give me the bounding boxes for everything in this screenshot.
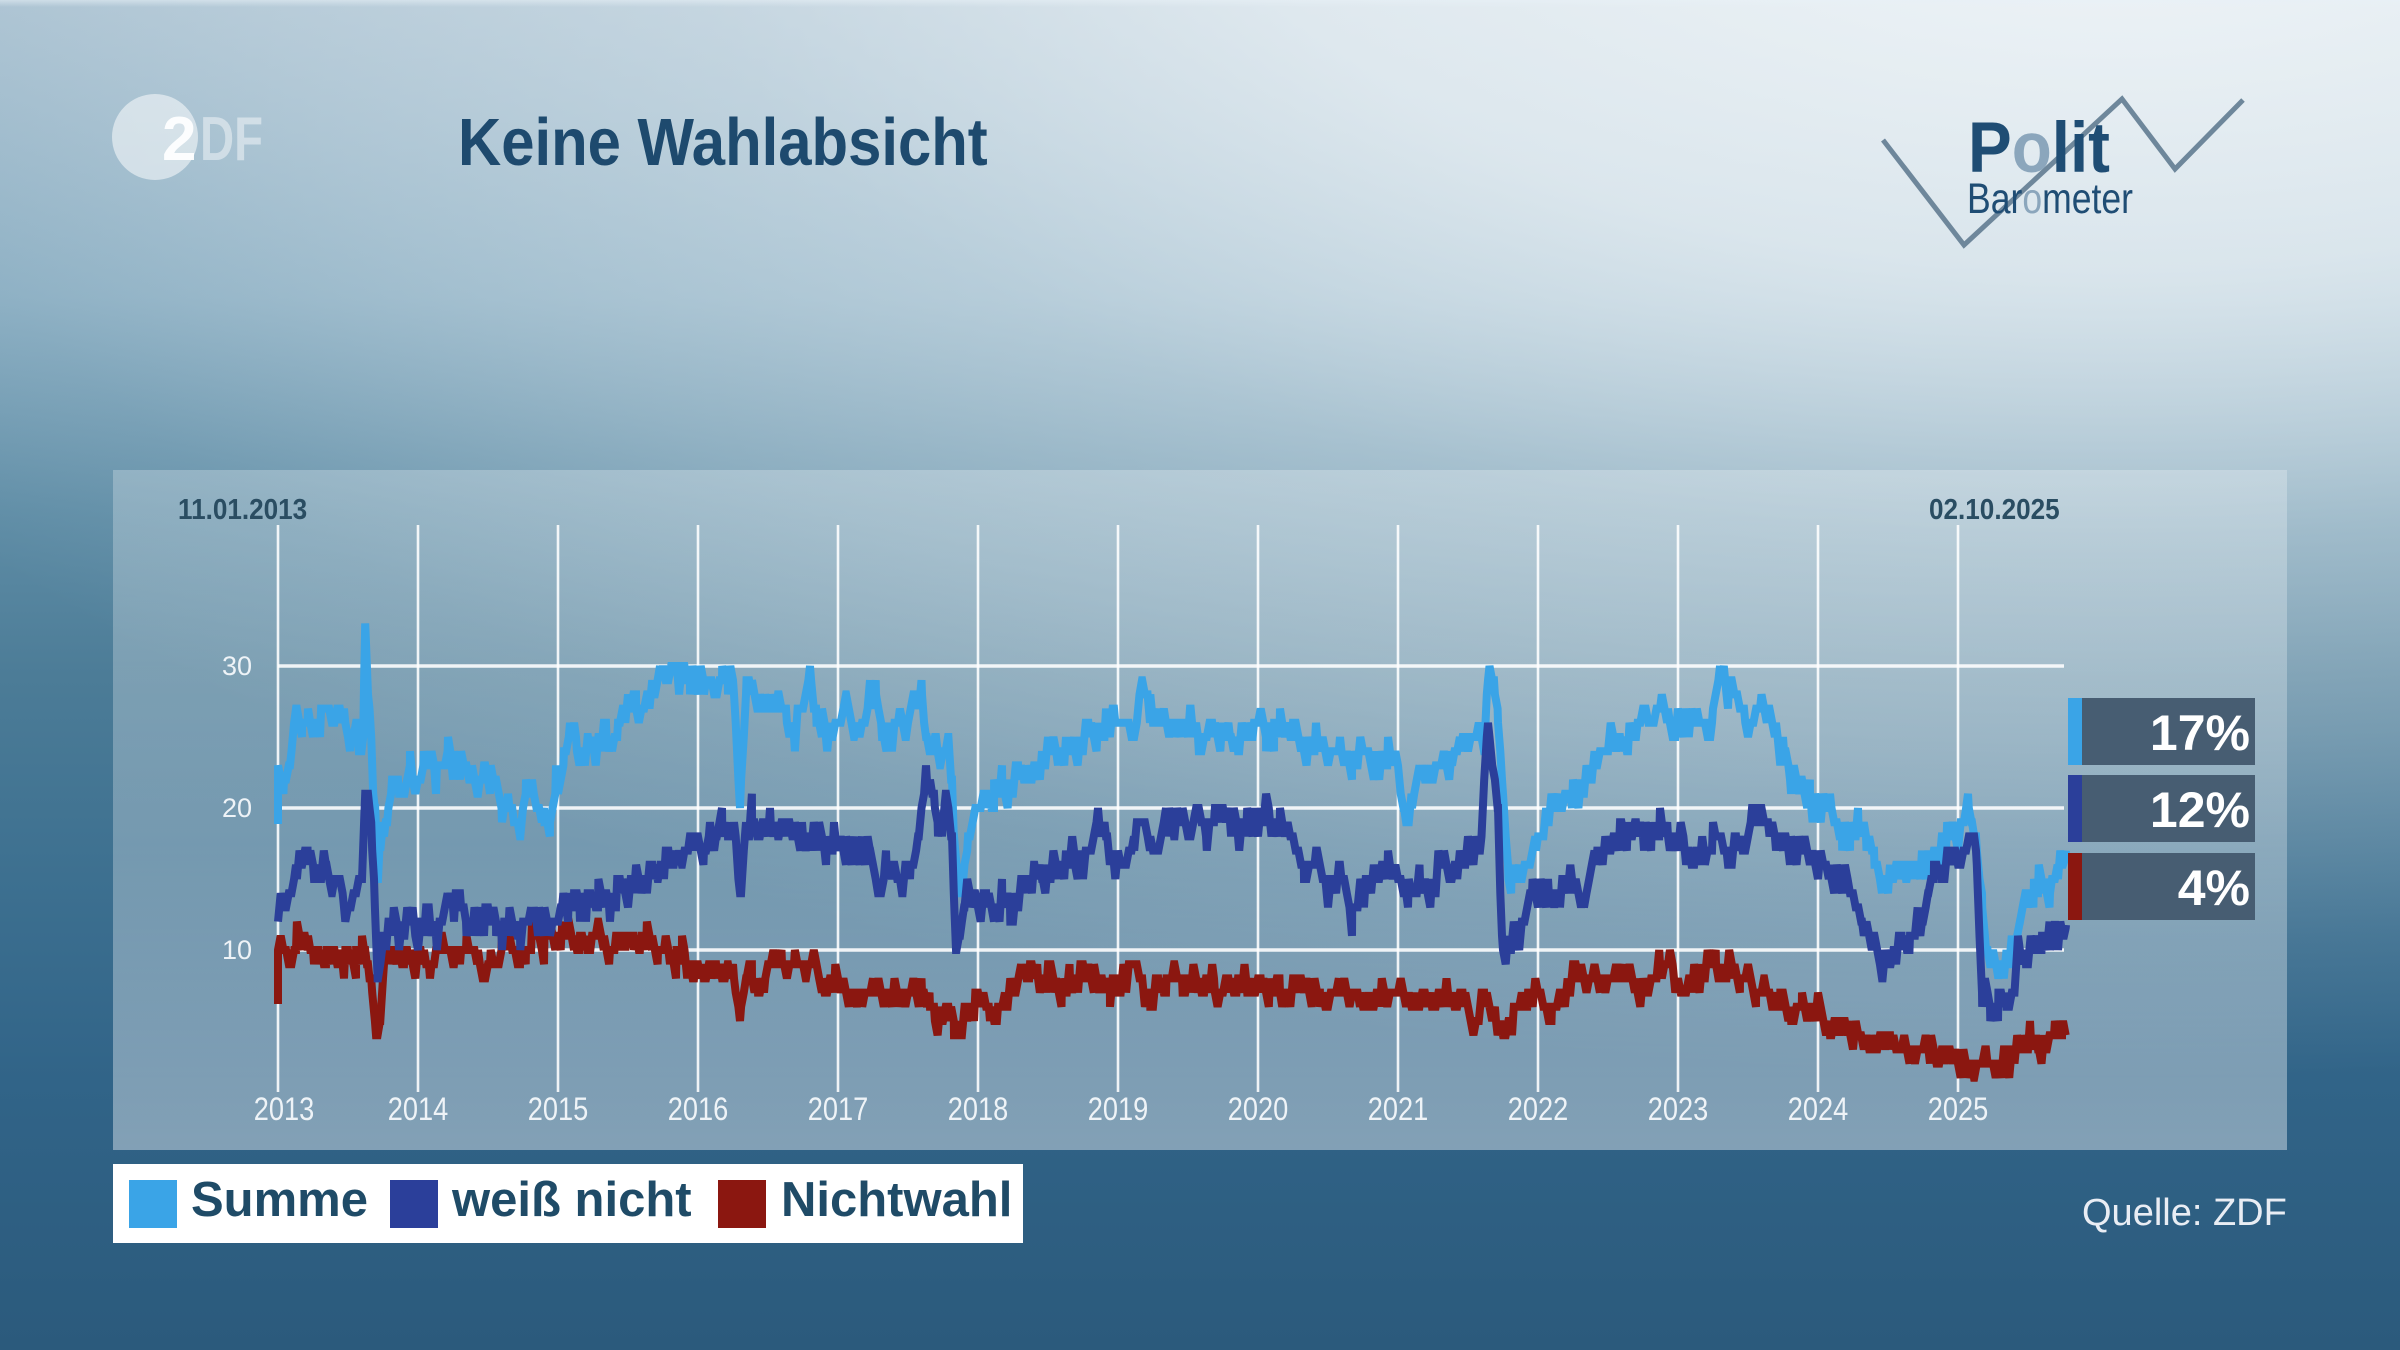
svg-text:2: 2 (162, 105, 196, 174)
svg-text:Barometer: Barometer (1967, 175, 2133, 223)
svg-text:Polit: Polit (1968, 109, 2110, 188)
svg-text:DF: DF (200, 105, 263, 174)
